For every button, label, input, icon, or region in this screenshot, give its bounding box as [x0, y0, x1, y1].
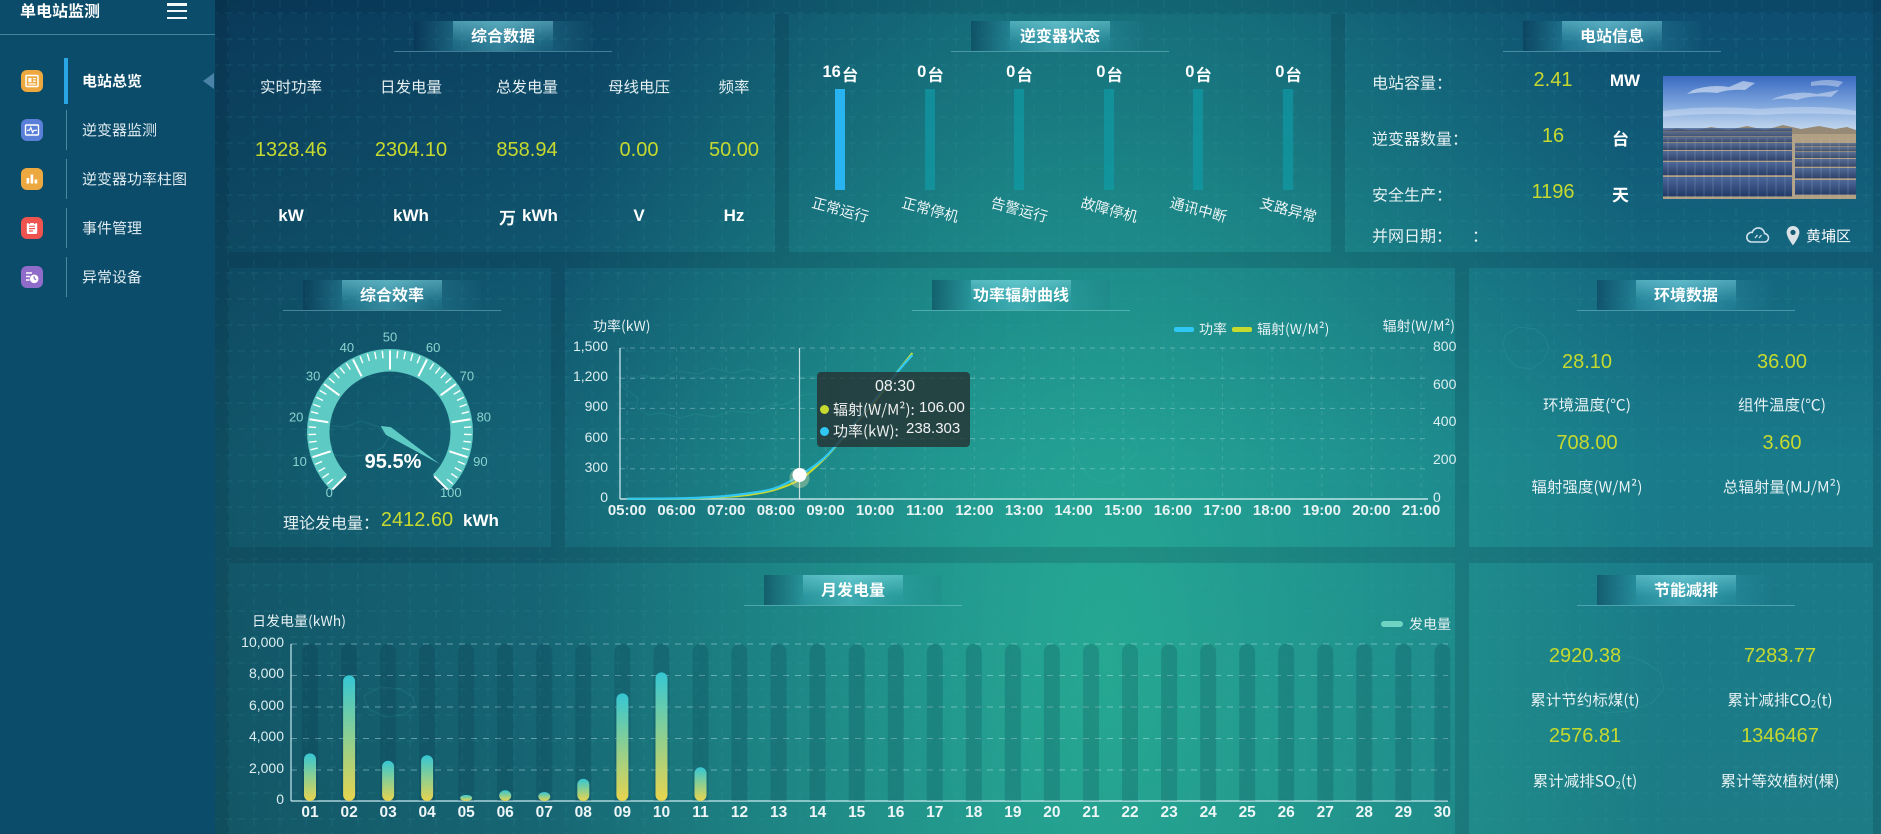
svg-text:100: 100: [440, 485, 462, 500]
svg-text:80: 80: [477, 410, 491, 425]
svg-text:30: 30: [306, 369, 320, 384]
svg-text:50: 50: [383, 329, 397, 344]
svg-text:20: 20: [289, 410, 303, 425]
svg-text:70: 70: [460, 369, 474, 384]
svg-text:40: 40: [340, 340, 354, 355]
svg-text:0: 0: [326, 485, 333, 500]
svg-text:10: 10: [292, 454, 306, 469]
svg-text:90: 90: [473, 454, 487, 469]
svg-text:60: 60: [426, 340, 440, 355]
